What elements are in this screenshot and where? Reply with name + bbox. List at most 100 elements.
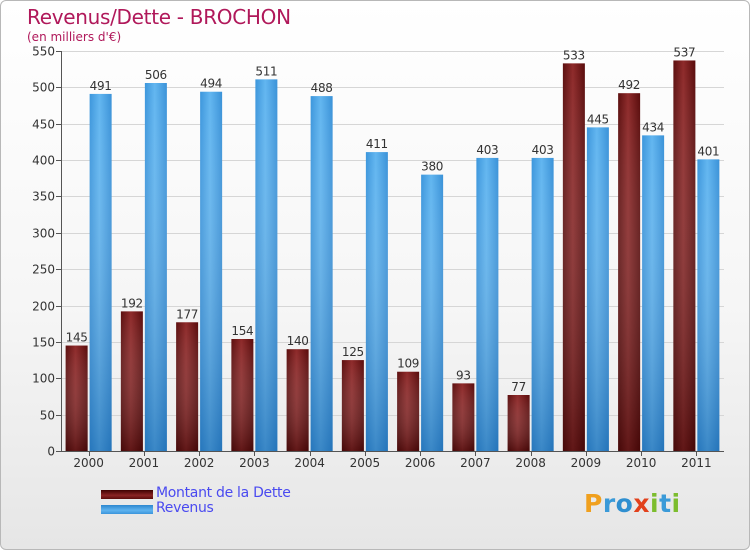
logo-letter: i: [650, 489, 660, 518]
bar-revenus: [89, 93, 112, 451]
data-label-revenus: 434: [642, 120, 664, 134]
bar-dette: [120, 311, 143, 451]
bar-revenus-shade: [310, 96, 333, 451]
data-label-revenus: 506: [145, 68, 167, 82]
y-tick-label: 0: [47, 445, 55, 459]
y-tick-label: 250: [32, 263, 55, 277]
bar-dette-shade: [176, 322, 199, 451]
legend-swatch-dette: [101, 490, 153, 499]
y-tick-label: 50: [40, 409, 55, 423]
legend-label-revenus: Revenus: [156, 500, 214, 516]
bar-revenus: [144, 83, 167, 451]
bars: [65, 60, 720, 452]
bar-revenus-shade: [586, 127, 609, 451]
x-tick-label: 2000: [73, 456, 104, 470]
data-label-dette: 492: [618, 78, 640, 92]
data-label-dette: 533: [563, 48, 585, 62]
x-tick-label: 2011: [681, 456, 712, 470]
logo-letter: o: [615, 489, 634, 518]
data-label-dette: 177: [176, 307, 198, 321]
data-label-revenus: 488: [311, 81, 333, 95]
data-label-revenus: 380: [421, 160, 443, 174]
x-tick-label: 2003: [239, 456, 270, 470]
bar-dette: [562, 63, 585, 451]
x-tick-label: 2005: [350, 456, 381, 470]
bar-revenus-shade: [365, 152, 388, 451]
data-label-dette: 125: [342, 345, 364, 359]
bar-dette-shade: [618, 93, 641, 451]
y-tick-label: 200: [32, 300, 55, 314]
bar-dette-shade: [673, 60, 696, 452]
bar-dette: [452, 383, 475, 451]
x-tick-label: 2010: [626, 456, 657, 470]
logo-letter: t: [659, 489, 672, 518]
data-label-dette: 109: [397, 357, 419, 371]
data-label-revenus: 491: [90, 79, 112, 93]
bar-dette: [176, 322, 199, 451]
chart-title: Revenus/Dette - BROCHON: [27, 5, 291, 29]
bar-revenus-shade: [642, 135, 665, 451]
bar-revenus: [642, 135, 665, 451]
y-tick-label: 100: [32, 372, 55, 386]
bar-dette: [65, 345, 88, 451]
data-label-dette: 93: [456, 368, 471, 382]
bar-dette: [341, 360, 364, 451]
bar-dette-shade: [120, 311, 143, 451]
data-label-revenus: 403: [476, 143, 498, 157]
bar-revenus-shade: [476, 157, 499, 451]
bar-revenus-shade: [200, 91, 223, 452]
bar-revenus-shade: [697, 159, 720, 451]
bar-revenus: [586, 127, 609, 451]
data-labels: 145 491 192 506 177 494 154 511 140 488 125 411 109 3…: [66, 45, 720, 394]
bar-dette-shade: [452, 383, 475, 451]
data-label-dette: 77: [511, 380, 526, 394]
x-tick-label: 2008: [515, 456, 546, 470]
bar-dette: [618, 93, 641, 451]
bar-revenus-shade: [144, 83, 167, 451]
x-tick-label: 2006: [405, 456, 436, 470]
bar-dette-shade: [397, 371, 420, 451]
x-tick-label: 2009: [571, 456, 602, 470]
data-label-revenus: 411: [366, 137, 388, 151]
logo-letter: x: [633, 489, 650, 518]
y-tick-label: 550: [32, 45, 55, 59]
data-label-dette: 192: [121, 296, 143, 310]
y-tick-label: 150: [32, 336, 55, 350]
bar-revenus-shade: [421, 174, 444, 452]
bar-revenus: [255, 79, 278, 451]
y-axis-ticks: 0 50 100 150 200 250 300 350 400 450 500 550: [32, 45, 61, 459]
bar-revenus-shade: [89, 93, 112, 451]
bar-revenus: [697, 159, 720, 451]
y-tick-label: 450: [32, 118, 55, 132]
bar-revenus: [531, 157, 554, 451]
data-label-dette: 154: [231, 324, 253, 338]
bar-dette: [507, 395, 530, 451]
bar-revenus: [310, 96, 333, 451]
bar-dette-shade: [65, 345, 88, 451]
bar-dette-shade: [341, 360, 364, 451]
bar-revenus: [365, 152, 388, 451]
data-label-revenus: 403: [532, 143, 554, 157]
y-tick-label: 350: [32, 190, 55, 204]
bar-revenus-shade: [531, 157, 554, 451]
data-label-revenus: 445: [587, 112, 609, 126]
y-tick-label: 300: [32, 227, 55, 241]
bar-dette: [673, 60, 696, 452]
data-label-dette: 145: [66, 331, 88, 345]
y-tick-label: 500: [32, 81, 55, 95]
data-label-dette: 537: [673, 45, 695, 59]
logo-letter: r: [602, 489, 616, 518]
bar-dette-shade: [231, 339, 254, 451]
logo-letter: i: [671, 489, 681, 518]
bar-dette-shade: [286, 349, 309, 451]
data-label-revenus: 494: [200, 77, 222, 91]
y-tick-label: 400: [32, 154, 55, 168]
bar-dette-shade: [562, 63, 585, 451]
grid: [61, 51, 724, 416]
data-label-dette: 140: [287, 334, 309, 348]
proxiti-logo: Proxiti: [584, 489, 681, 518]
logo-letter: P: [584, 489, 603, 518]
x-tick-label: 2007: [460, 456, 491, 470]
